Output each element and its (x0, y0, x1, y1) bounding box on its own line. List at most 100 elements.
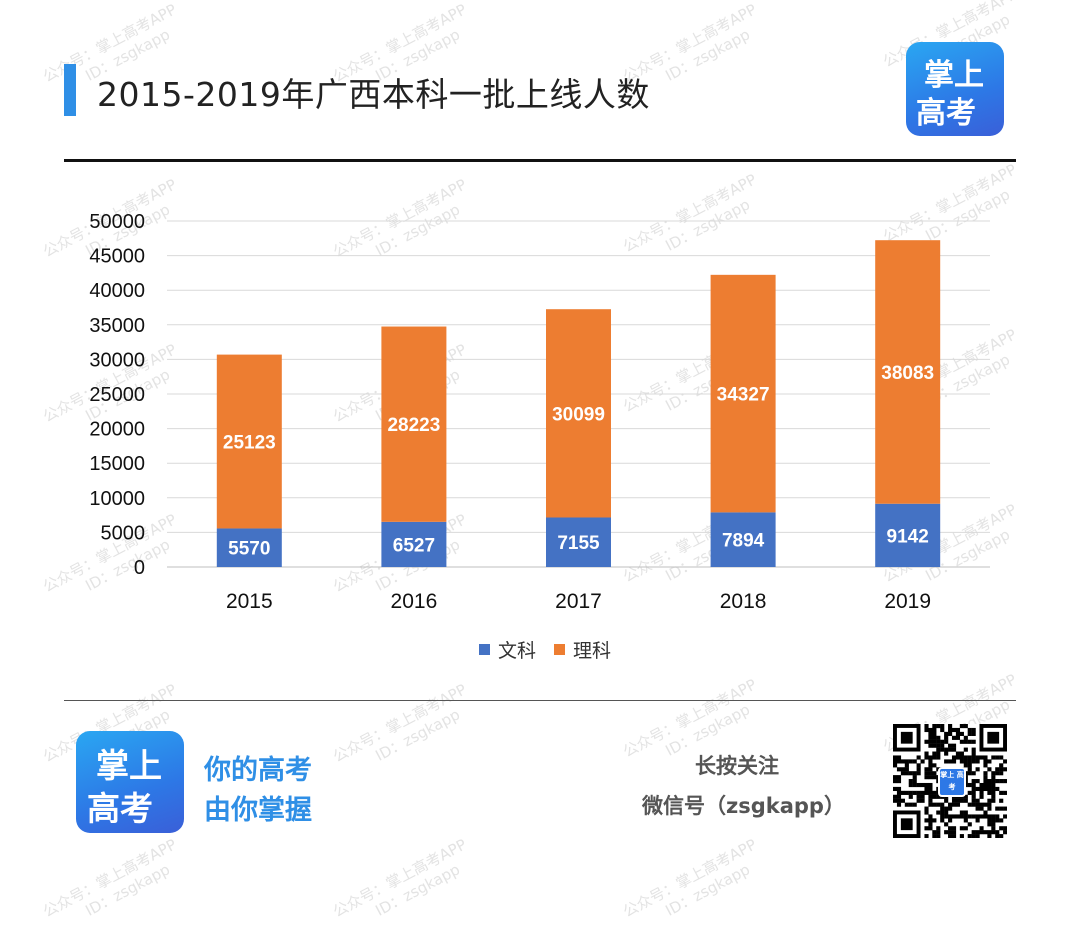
qr-module (963, 739, 968, 744)
bar-wen (546, 517, 611, 567)
qr-module (971, 731, 976, 736)
qr-module (955, 735, 961, 740)
qr-module (916, 771, 921, 776)
qr-module (987, 790, 992, 795)
data-label-wen: 9142 (887, 526, 929, 547)
qr-module (896, 759, 902, 764)
qr-module (948, 724, 953, 729)
qr-module (971, 814, 976, 819)
qr-module (924, 786, 929, 792)
qr-module (924, 739, 929, 744)
bar-li (710, 274, 776, 513)
qr-module (924, 767, 929, 772)
qr-module (900, 798, 905, 803)
qr-module (936, 810, 941, 815)
qr-module (975, 759, 980, 764)
top-divider (64, 159, 1016, 162)
legend-label-wen: 文科 (498, 640, 537, 662)
qr-module (948, 743, 953, 748)
watermark-line1: 公众号：掌上高考APP (330, 680, 470, 766)
qr-module (936, 794, 941, 799)
qr-module (896, 798, 902, 803)
watermark-line1: 公众号：掌上高考APP (620, 835, 760, 921)
qr-module (940, 814, 945, 819)
legend-label-li: 理科 (573, 640, 612, 662)
qr-module (995, 755, 1000, 760)
qr-module (908, 802, 913, 807)
qr-module (987, 782, 992, 788)
qr-module (940, 739, 945, 744)
qr-module (893, 775, 898, 780)
qr-module (983, 759, 988, 764)
qr-module (955, 755, 961, 760)
qr-module (932, 790, 937, 795)
slogan-line1: 你的高考 (204, 755, 312, 786)
qr-module (991, 794, 996, 799)
qr-module (924, 751, 929, 756)
qr-module (924, 834, 929, 838)
qr-module (951, 755, 957, 760)
bottom-divider (64, 700, 1016, 701)
qr-module (1003, 767, 1007, 772)
legend-swatch-li (554, 644, 566, 655)
qr-module (928, 814, 933, 819)
qr-module (940, 724, 945, 729)
qr-module (987, 759, 992, 764)
qr-module (995, 830, 1000, 835)
qr-module (963, 810, 968, 815)
qr-module (975, 818, 980, 823)
qr-module (944, 822, 949, 827)
qr-module (983, 771, 988, 776)
qr-module (928, 727, 933, 733)
qr-module (999, 767, 1004, 772)
qr-module (928, 755, 933, 760)
qr-module (900, 790, 905, 795)
qr-module (959, 810, 964, 815)
qr-module (928, 818, 933, 823)
qr-module (904, 767, 909, 772)
qr-module (951, 814, 957, 819)
qr-module (932, 818, 937, 823)
qr-module (995, 834, 1000, 838)
qr-module (959, 755, 964, 760)
x-tick-label: 2016 (391, 590, 438, 613)
qr-module (932, 771, 937, 776)
qr-module (940, 802, 945, 807)
qr-module (924, 724, 929, 729)
page-title: 2015-2019年广西本科一批上线人数 (97, 75, 650, 114)
qr-module (971, 747, 976, 752)
qr-module (948, 818, 953, 823)
qr-module (991, 775, 996, 780)
qr-module (975, 798, 980, 803)
qr-module (987, 802, 992, 807)
qr-module (983, 755, 988, 760)
qr-module (979, 802, 984, 807)
slogan-line2: 由你掌握 (204, 795, 312, 826)
bar-li (546, 309, 611, 518)
data-label-li: 38083 (881, 363, 934, 384)
qr-module (963, 747, 968, 752)
qr-module (975, 802, 980, 807)
qr-module (928, 822, 933, 827)
qr-module (944, 739, 949, 744)
qr-module (971, 771, 976, 776)
qr-module (896, 779, 902, 784)
qr-module (932, 727, 937, 733)
qr-module (932, 735, 937, 740)
qr-module (924, 818, 929, 823)
qr-module (948, 830, 953, 835)
qr-module (948, 727, 953, 733)
qr-module (987, 798, 992, 803)
data-label-li: 25123 (223, 433, 276, 454)
qr-module (944, 731, 949, 736)
x-tick-label: 2017 (555, 590, 602, 613)
qr-module (912, 782, 917, 788)
qr-module (893, 763, 898, 768)
qr-module (893, 759, 898, 764)
qr-module (932, 751, 937, 756)
qr-module (1003, 759, 1007, 764)
qr-module (987, 779, 992, 784)
qr-module (975, 767, 980, 772)
